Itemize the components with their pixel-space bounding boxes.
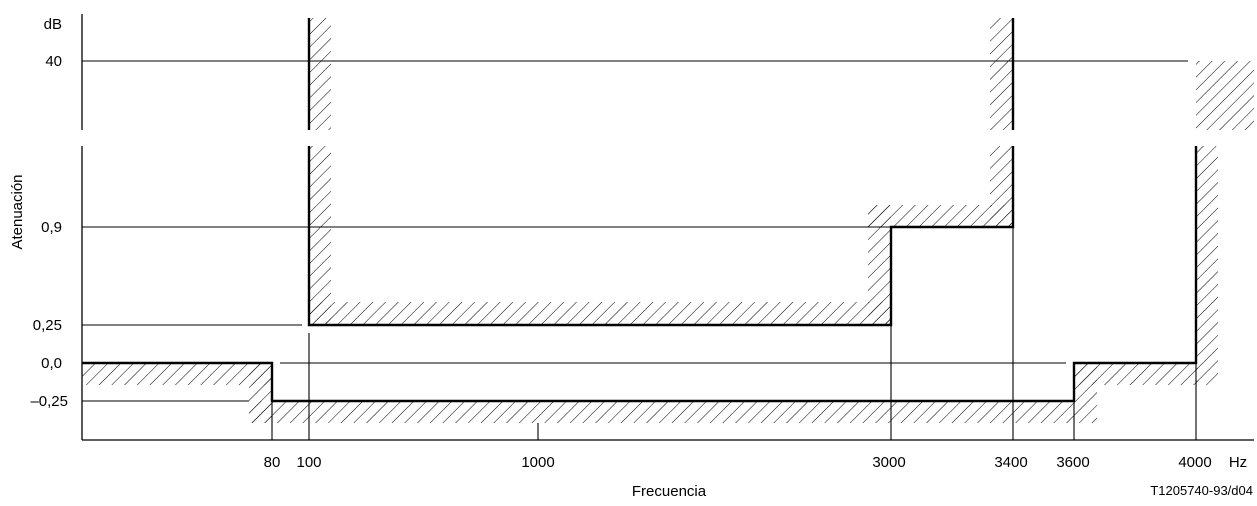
- figure-id: T1205740-93/d04: [1150, 483, 1253, 498]
- lower-mask-line: [82, 146, 1198, 403]
- hatch-100hz-top: [309, 18, 331, 130]
- reference-lines: [82, 60, 1197, 440]
- y-tick-labels: dB 40 0,9 0,25 0,0 –0,25: [30, 16, 68, 410]
- x-tick-label: 3400: [994, 454, 1027, 471]
- x-tick-label: 3000: [872, 454, 905, 471]
- y-unit-label: dB: [44, 16, 62, 33]
- hatch-upper-0-25: [309, 302, 891, 325]
- upper-mask-line: [307, 146, 1015, 327]
- x-tick-label: 4000: [1178, 454, 1211, 471]
- hatch-lower-right-0: [1074, 363, 1198, 385]
- x-tick-label: 80: [264, 454, 281, 471]
- hatch-3400hz-top: [990, 18, 1013, 130]
- y-tick-label: 0,25: [33, 317, 62, 334]
- x-tick-label: 100: [296, 454, 321, 471]
- y-tick-label: 0,0: [41, 355, 62, 372]
- x-unit-label: Hz: [1229, 454, 1247, 471]
- hatch-lower-left-0: [82, 363, 272, 385]
- hatch-upper-0-9: [868, 205, 1013, 227]
- x-tick-label: 1000: [521, 454, 554, 471]
- y-axis-title: Atenuación: [9, 174, 26, 249]
- hatch-lower-minus-0-25: [249, 401, 1074, 423]
- hatch-40db-top: [1196, 61, 1254, 130]
- x-tick-labels: 80 100 1000 3000 3400 3600 4000 Hz: [264, 454, 1248, 471]
- y-tick-label: 40: [45, 53, 62, 70]
- hatch-3400hz-mid: [990, 146, 1013, 227]
- hatch-4000hz-mid: [1196, 146, 1218, 385]
- axes: [81, 14, 1254, 441]
- hatch-3000hz-step: [868, 205, 891, 325]
- hatched-regions: [82, 18, 1254, 423]
- mask-boundaries: [82, 18, 1198, 403]
- x-tick-label: 3600: [1056, 454, 1089, 471]
- hatch-100hz-mid: [309, 146, 331, 326]
- y-tick-label: 0,9: [41, 219, 62, 236]
- x-axis-title: Frecuencia: [632, 483, 707, 500]
- y-tick-label: –0,25: [30, 393, 68, 410]
